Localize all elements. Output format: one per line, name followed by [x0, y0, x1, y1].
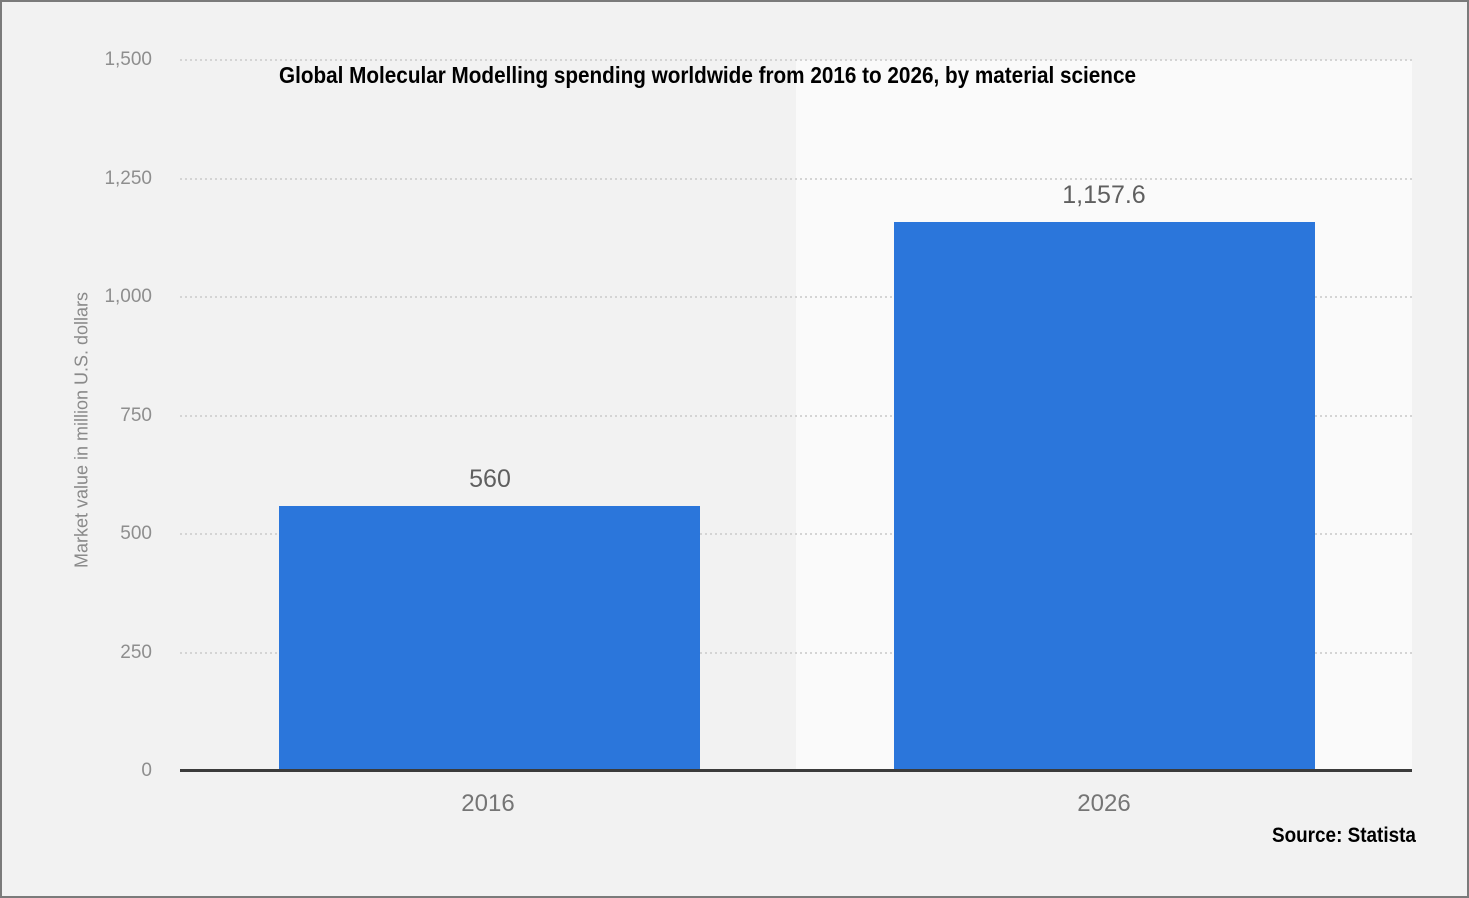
category-label-2016: 2016 — [461, 790, 515, 817]
source-credit: Source: Statista — [1272, 824, 1416, 847]
y-tick-label-500: 500 — [120, 523, 152, 544]
bar-2016 — [279, 505, 700, 771]
gridline-1250 — [180, 177, 1412, 180]
category-label-2026: 2026 — [1077, 790, 1131, 817]
x-axis-line — [180, 769, 1412, 772]
value-label-2016: 560 — [469, 464, 511, 493]
gridline-1500 — [180, 59, 1412, 61]
y-tick-label-1500: 1,500 — [104, 49, 152, 70]
y-tick-label-1250: 1,250 — [104, 167, 152, 189]
gridline-1000 — [180, 296, 1412, 298]
y-tick-label-0: 0 — [141, 760, 152, 781]
value-label-2026: 1,157.6 — [1062, 181, 1146, 210]
gridline-500 — [180, 533, 1412, 535]
bar-2026 — [894, 222, 1315, 771]
y-axis-title: Market value in million U.S. dollars — [71, 291, 92, 569]
y-tick-label-750: 750 — [120, 404, 152, 426]
y-tick-label-250: 250 — [120, 641, 152, 663]
chart-title: Global Molecular Modelling spending worl… — [279, 62, 1136, 88]
gridline-750 — [180, 414, 1412, 417]
y-tick-label-1000: 1,000 — [104, 286, 152, 307]
gridline-250 — [180, 651, 1412, 654]
